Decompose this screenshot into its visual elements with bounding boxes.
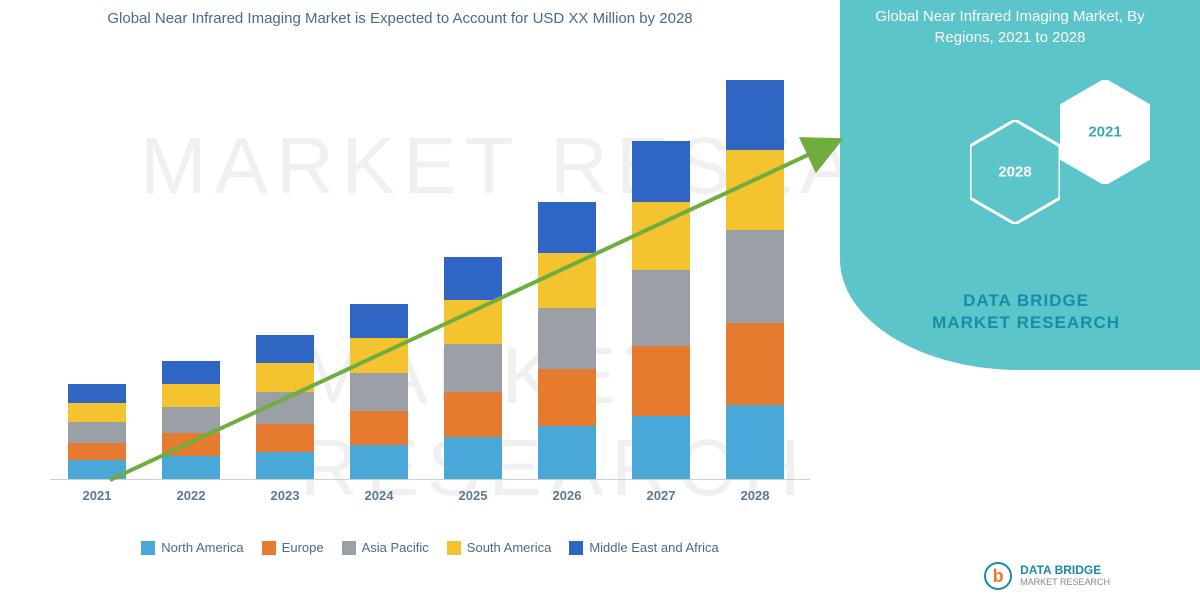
bar-segment <box>632 346 690 416</box>
legend-swatch <box>342 541 356 555</box>
bar-segment <box>68 403 126 422</box>
legend-swatch <box>141 541 155 555</box>
bar-segment <box>162 384 220 407</box>
legend-label: North America <box>161 540 243 555</box>
bar-segment <box>350 304 408 338</box>
x-axis-label: 2025 <box>444 488 502 503</box>
hexagon-label: 2021 <box>1088 124 1121 141</box>
legend-item: Europe <box>262 540 324 555</box>
bar-segment <box>444 257 502 299</box>
legend-swatch <box>262 541 276 555</box>
bar-segment <box>726 80 784 150</box>
footer-brand-line2: MARKET RESEARCH <box>1020 578 1110 588</box>
bar-2026 <box>538 202 596 479</box>
bar-segment <box>256 335 314 362</box>
year-hexagon: 2021 <box>1060 80 1150 184</box>
bar-segment <box>726 323 784 405</box>
legend-label: South America <box>467 540 552 555</box>
right-panel-title: Global Near Infrared Imaging Market, By … <box>860 6 1160 48</box>
bar-segment <box>538 253 596 308</box>
brand-line1: DATA BRIDGE <box>932 290 1120 312</box>
legend-swatch <box>447 541 461 555</box>
bar-segment <box>538 426 596 479</box>
year-hexagon: 2028 <box>970 120 1060 224</box>
x-axis-label: 2027 <box>632 488 690 503</box>
bar-segment <box>350 411 408 445</box>
bar-2024 <box>350 304 408 479</box>
bar-segment <box>256 363 314 393</box>
legend-item: South America <box>447 540 552 555</box>
bar-segment <box>444 392 502 436</box>
bar-segment <box>538 308 596 369</box>
legend-swatch <box>569 541 583 555</box>
plot-area <box>50 60 810 480</box>
logo-mark-icon: b <box>984 562 1012 590</box>
footer-brand-line1: DATA BRIDGE <box>1020 564 1110 577</box>
bar-segment <box>350 373 408 411</box>
legend-item: Middle East and Africa <box>569 540 718 555</box>
bar-segment <box>632 270 690 346</box>
bar-2028 <box>726 80 784 479</box>
legend-label: Europe <box>282 540 324 555</box>
bar-2025 <box>444 257 502 479</box>
bar-segment <box>68 384 126 403</box>
bar-segment <box>632 416 690 479</box>
bar-segment <box>162 456 220 479</box>
footer-brand-text: DATA BRIDGE MARKET RESEARCH <box>1020 564 1110 587</box>
bar-segment <box>162 361 220 384</box>
bar-2022 <box>162 361 220 479</box>
bar-segment <box>726 150 784 230</box>
bar-segment <box>350 338 408 374</box>
bar-2027 <box>632 141 690 479</box>
bar-segment <box>726 405 784 479</box>
bar-segment <box>68 422 126 443</box>
legend-label: Asia Pacific <box>362 540 429 555</box>
footer-logo: b DATA BRIDGE MARKET RESEARCH <box>984 562 1110 590</box>
bar-segment <box>162 407 220 432</box>
chart-title: Global Near Infrared Imaging Market is E… <box>70 8 730 29</box>
bar-segment <box>256 424 314 451</box>
bar-segment <box>726 230 784 323</box>
bar-segment <box>68 460 126 479</box>
bar-segment <box>162 433 220 456</box>
x-axis-label: 2023 <box>256 488 314 503</box>
bar-2021 <box>68 384 126 479</box>
x-axis-label: 2022 <box>162 488 220 503</box>
bar-segment <box>632 141 690 202</box>
brand-text: DATA BRIDGE MARKET RESEARCH <box>932 290 1120 334</box>
x-axis-label: 2026 <box>538 488 596 503</box>
bar-segment <box>350 445 408 479</box>
brand-line2: MARKET RESEARCH <box>932 312 1120 334</box>
bar-segment <box>444 300 502 344</box>
legend-label: Middle East and Africa <box>589 540 718 555</box>
stacked-bar-chart: 2021 2022 2023 2024 2025 2026 2027 2028 <box>50 60 810 520</box>
legend-item: Asia Pacific <box>342 540 429 555</box>
x-axis-label: 2028 <box>726 488 784 503</box>
bar-segment <box>256 392 314 424</box>
bar-segment <box>538 202 596 253</box>
bar-segment <box>256 452 314 479</box>
x-axis-label: 2021 <box>68 488 126 503</box>
hexagon-label: 2028 <box>998 164 1031 181</box>
bar-segment <box>538 369 596 426</box>
chart-legend: North America Europe Asia Pacific South Ame… <box>50 540 810 555</box>
bar-segment <box>444 344 502 393</box>
bar-segment <box>444 437 502 479</box>
bar-segment <box>68 443 126 460</box>
x-axis-label: 2024 <box>350 488 408 503</box>
bar-2023 <box>256 335 314 479</box>
legend-item: North America <box>141 540 243 555</box>
bar-segment <box>632 202 690 270</box>
